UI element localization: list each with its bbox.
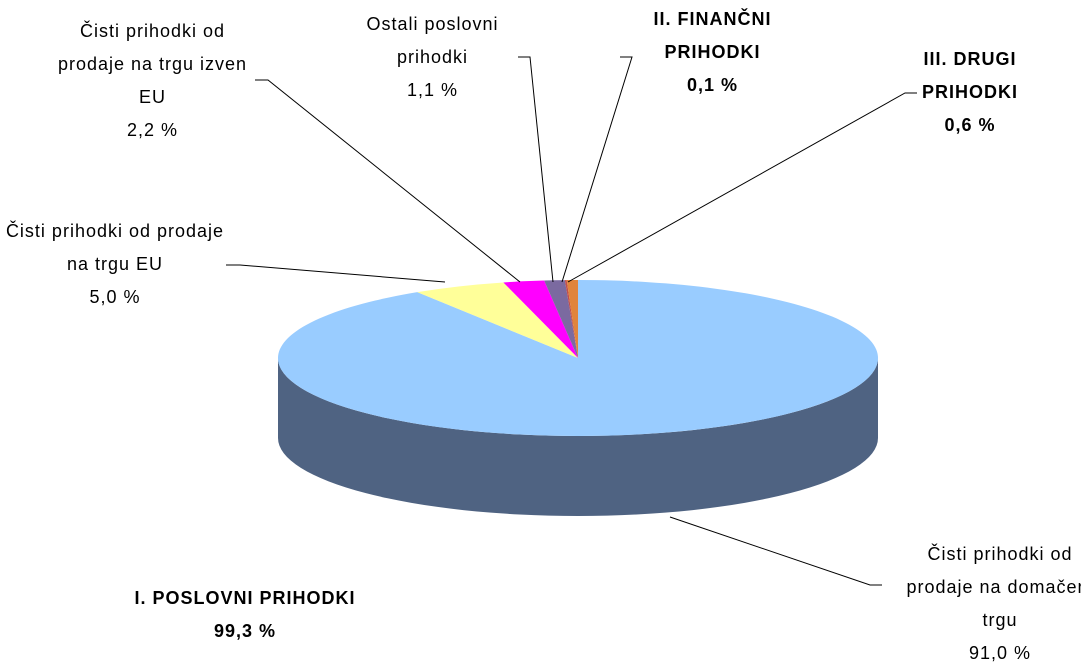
- pie-slice: [417, 282, 578, 358]
- leader-line: [561, 56, 633, 283]
- pie-slice: [566, 280, 578, 358]
- leader-line: [567, 92, 917, 283]
- leader-line: [255, 79, 521, 283]
- chart: [226, 56, 917, 586]
- value-label: 1,1 %: [406, 80, 459, 100]
- value-label: 0,1 %: [686, 75, 739, 95]
- value-label: 5,0 %: [89, 287, 141, 307]
- pie-slice: [544, 280, 578, 358]
- slice-label: Čisti prihodki od prodaje na domačem trg…: [900, 538, 1081, 670]
- group-label: I. POSLOVNI PRIHODKI 99,3 %: [110, 582, 380, 648]
- pie-slice: [503, 280, 578, 358]
- pie-slice: [564, 280, 578, 358]
- slice-label: II. FINANČNI PRIHODKI 0,1 %: [625, 3, 800, 102]
- group-value: 99,3 %: [213, 621, 277, 641]
- page: I. POSLOVNI PRIHODKI 99,3 % (() => { con…: [0, 3, 1081, 663]
- value-label: 0,6 %: [944, 115, 996, 135]
- value-label: 2,2 %: [126, 120, 179, 140]
- pie-side: [278, 358, 878, 516]
- category-label: Čisti prihodki od prodaje na domačem trg…: [906, 544, 1081, 630]
- value-label: 91,0 %: [968, 643, 1032, 663]
- group-name: I. POSLOVNI PRIHODKI: [134, 588, 356, 608]
- category-label: II. FINANČNI PRIHODKI: [653, 9, 772, 62]
- slice-label: III. DRUGI PRIHODKI 0,6 %: [890, 43, 1050, 142]
- slice-label: Čisti prihodki od prodaje na trgu izven …: [45, 15, 260, 147]
- slice-label: Ostali poslovni prihodki 1,1 %: [340, 8, 525, 107]
- category-label: Čisti prihodki od prodaje na trgu izven …: [57, 21, 248, 107]
- category-label: Čisti prihodki od prodaje na trgu EU: [5, 221, 225, 274]
- leader-line: [669, 516, 882, 586]
- category-label: Ostali poslovni prihodki: [366, 14, 499, 67]
- category-label: III. DRUGI PRIHODKI: [921, 49, 1018, 102]
- leader-line: [226, 264, 446, 283]
- slice-label: Čisti prihodki od prodaje na trgu EU 5,0 …: [0, 215, 230, 314]
- leader-line: [518, 56, 554, 283]
